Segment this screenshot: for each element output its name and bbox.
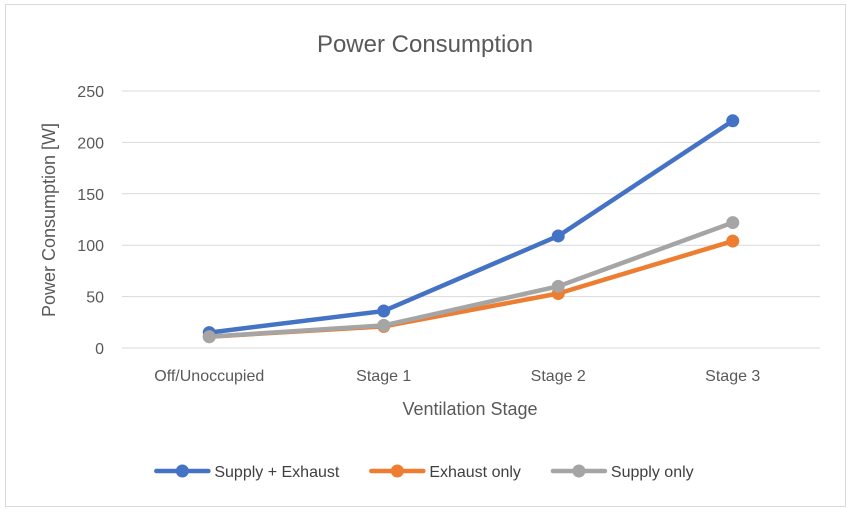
data-point <box>726 234 740 248</box>
data-point <box>551 229 565 243</box>
y-tick-label: 250 <box>77 84 104 101</box>
data-point <box>551 279 565 293</box>
series-line <box>207 118 735 335</box>
legend-label: Exhaust only <box>429 464 521 481</box>
legend-entry: Exhaust only <box>369 464 521 481</box>
y-tick-label: 0 <box>95 341 104 358</box>
legend-entry: Supply only <box>550 464 694 481</box>
chart-frame <box>5 4 846 507</box>
x-tick-label: Stage 1 <box>356 368 411 385</box>
legend-label: Supply + Exhaust <box>214 464 340 481</box>
gridlines <box>122 90 820 349</box>
x-tick-label: Off/Unoccupied <box>154 368 264 385</box>
series-group <box>202 216 740 344</box>
legend-marker <box>390 464 404 478</box>
y-tick-label: 50 <box>86 290 104 307</box>
legend-label: Supply only <box>611 464 694 481</box>
y-tick-label: 100 <box>77 238 104 255</box>
chart-title: Power Consumption <box>317 31 533 58</box>
data-point <box>726 216 740 230</box>
series-line <box>207 220 735 339</box>
x-tick-label: Stage 3 <box>705 368 760 385</box>
legend-marker <box>572 464 586 478</box>
data-point <box>377 304 391 318</box>
data-point <box>202 330 216 344</box>
legend-marker <box>175 464 189 478</box>
series-lines <box>202 114 740 344</box>
y-tick-label: 150 <box>77 187 104 204</box>
legend-entry: Supply + Exhaust <box>154 464 340 481</box>
x-tick-label: Stage 2 <box>531 368 586 385</box>
y-axis-title: Power Consumption [W] <box>39 123 59 317</box>
x-tick-labels: Off/Unoccupied Stage 1 Stage 2 Stage 3 <box>154 368 760 385</box>
y-tick-labels: 0 50 100 150 200 250 <box>77 84 104 358</box>
data-point <box>726 114 740 128</box>
legend: Supply + Exhaust Exhaust only Supply only <box>154 464 694 481</box>
x-axis-title: Ventilation Stage <box>402 399 537 419</box>
data-point <box>377 318 391 332</box>
y-tick-label: 200 <box>77 135 104 152</box>
